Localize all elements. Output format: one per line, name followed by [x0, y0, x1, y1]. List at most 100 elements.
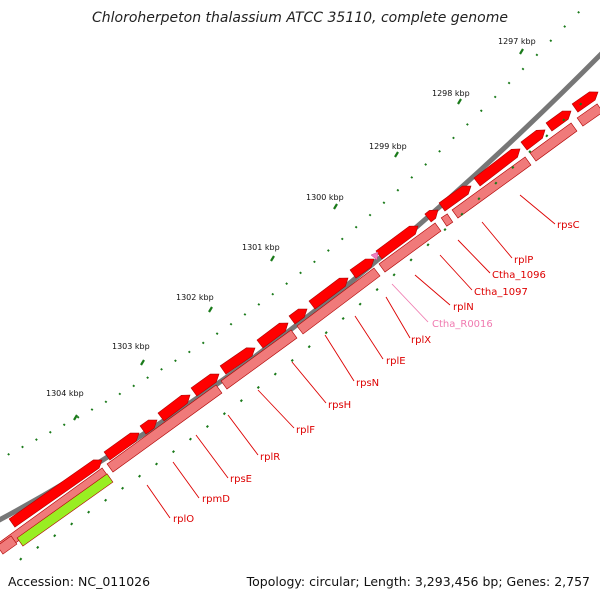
gene-leader-line: [227, 414, 259, 456]
outer-dot: [187, 350, 191, 354]
outer-dot: [577, 10, 580, 14]
scale-tick-label: 1297 kbp: [498, 37, 536, 46]
cds-segments: [0, 91, 600, 555]
gene-label-rple[interactable]: rplE: [386, 356, 406, 367]
outer-dot: [410, 176, 414, 179]
outer-dot: [340, 237, 344, 241]
gene-leader-line: [391, 283, 429, 323]
scale-tick-label: 1299 kbp: [369, 142, 407, 151]
backbone-line: [0, 51, 600, 523]
outer-dotted-ticks: [7, 10, 580, 456]
cds-arrow-outer: [139, 419, 158, 435]
gene-label-rplo[interactable]: rplO: [173, 514, 194, 525]
gene-label-rpsc[interactable]: rpsC: [557, 220, 580, 231]
gene-leader-line: [414, 274, 451, 306]
outer-dot: [326, 249, 330, 252]
inner-dot: [171, 450, 175, 454]
gene-leader-line: [291, 361, 327, 404]
gene-label-ctha-1096[interactable]: Ctha_1096: [492, 270, 546, 281]
cds-band-inner: [106, 384, 223, 473]
cds-arrow-outer: [157, 394, 191, 422]
gene-leader-line: [519, 194, 556, 225]
map-title: Chloroherpeton thalassium ATCC 35110, co…: [92, 10, 508, 26]
inner-dot: [104, 498, 108, 502]
scale-tick-mark: [394, 151, 399, 158]
gene-label-rpse[interactable]: rpsE: [230, 474, 252, 485]
outer-dot: [299, 271, 302, 275]
cds-band-inner: [0, 535, 18, 555]
scale-tick-mark: [519, 48, 524, 55]
inner-dot: [460, 212, 464, 216]
cds-arrow-outer: [473, 148, 521, 187]
inner-dot: [341, 316, 345, 321]
gene-label-rpmd[interactable]: rpmD: [202, 494, 230, 505]
inner-dot: [324, 331, 328, 335]
inner-dot: [19, 557, 23, 561]
inner-dot: [256, 385, 260, 389]
inner-dot: [494, 181, 498, 185]
outer-dot: [146, 376, 149, 380]
cds-arrow-outer: [8, 459, 103, 528]
gene-label-rpsn[interactable]: rpsN: [356, 378, 379, 389]
inner-dot: [87, 510, 91, 514]
cds-arrow-outer: [545, 110, 572, 132]
inner-dotted-ticks: [19, 102, 583, 561]
gene-label-ctha-r0016[interactable]: Ctha_R0016: [432, 319, 493, 330]
outer-dot: [201, 341, 205, 345]
outer-dot: [76, 415, 80, 419]
scale-tick-label: 1298 kbp: [432, 89, 470, 98]
outer-dot: [21, 445, 24, 449]
inner-dot: [239, 399, 243, 403]
scale-tick-mark: [140, 359, 145, 366]
outer-dot: [549, 39, 553, 43]
outer-dot: [479, 109, 483, 113]
gene-leader-line: [385, 296, 411, 339]
gene-label-rplr[interactable]: rplR: [260, 452, 280, 463]
outer-dot: [521, 67, 525, 71]
inner-dot: [409, 258, 413, 262]
cds-arrow-outer: [520, 129, 546, 151]
inner-dot: [70, 522, 74, 526]
rna-mark: [370, 251, 379, 261]
gene-leader-line: [439, 254, 473, 291]
cds-band-inner: [529, 122, 578, 162]
gene-label-rplx[interactable]: rplX: [411, 335, 431, 346]
inner-dot: [545, 134, 549, 138]
scale-tick-label: 1301 kbp: [242, 243, 280, 252]
outer-dot: [382, 201, 386, 205]
gene-label-ctha-1097[interactable]: Ctha_1097: [474, 287, 528, 298]
inner-dot: [562, 118, 566, 122]
outer-dot: [563, 25, 567, 28]
outer-dot: [354, 225, 358, 229]
gene-label-rplp[interactable]: rplP: [514, 255, 533, 266]
inner-dot: [273, 372, 277, 376]
highlight-segment: [16, 473, 114, 547]
genome-summary: Topology: circular; Length: 3,293,456 bp…: [246, 574, 590, 589]
gene-label-rpln[interactable]: rplN: [453, 302, 474, 313]
gene-leader-line: [146, 484, 171, 519]
gene-leader-line: [481, 221, 513, 259]
outer-dot: [48, 430, 52, 434]
scale-tick-label: 1304 kbp: [46, 389, 84, 398]
outer-dot: [493, 95, 497, 99]
cds-band-inner: [576, 103, 600, 127]
gene-leader-line: [257, 389, 295, 429]
gene-leader-line: [324, 334, 355, 382]
outer-dot: [396, 188, 400, 192]
scale-tick-mark: [208, 306, 213, 313]
inner-dot: [222, 412, 226, 416]
outer-dot: [7, 452, 10, 456]
gene-label-rplf[interactable]: rplF: [296, 425, 315, 436]
gene-leader-line: [354, 315, 384, 360]
outer-dot: [424, 163, 428, 166]
outer-dot: [452, 136, 455, 140]
inner-dot: [511, 165, 515, 169]
outer-dot: [35, 438, 38, 441]
outer-dot: [160, 367, 163, 371]
outer-dot: [271, 292, 275, 296]
gene-label-rpsh[interactable]: rpsH: [328, 400, 351, 411]
cds-arrow-outer: [571, 91, 599, 113]
inner-dot: [138, 474, 142, 478]
inner-dot: [426, 243, 430, 247]
